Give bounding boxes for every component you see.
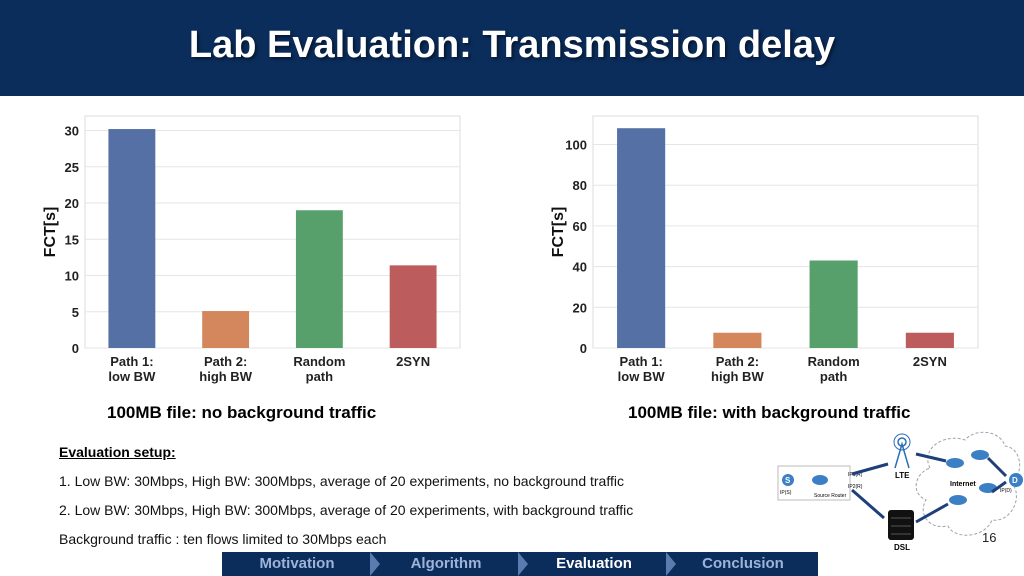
network-diagram: Internet LTE DSL S IP(S) Source Router I…	[777, 431, 1023, 552]
setup-line-3: Background traffic : ten flows limited t…	[59, 531, 387, 547]
bar	[389, 265, 437, 348]
destination-node-icon	[1009, 473, 1023, 487]
y-tick-label: 100	[565, 137, 587, 152]
bar	[202, 311, 250, 348]
nav-algorithm[interactable]: Algorithm	[410, 555, 482, 572]
bar	[809, 260, 858, 348]
y-tick-label: 0	[580, 341, 587, 356]
bar	[108, 129, 156, 348]
internet-cloud-icon	[915, 431, 1021, 536]
bar	[713, 332, 762, 348]
y-tick-label: 60	[573, 219, 587, 234]
ip2-label: IP2(R)	[848, 484, 863, 490]
chart-no-background: 0 5 10 15 20 25 30 FCT[s] Path 1:low BW Path 2:hi…	[42, 115, 461, 384]
path-arrows	[851, 452, 1008, 524]
x-tick-label: 2SYN	[913, 354, 947, 369]
nav-motivation[interactable]: Motivation	[259, 555, 335, 572]
title-bar: Lab Evaluation: Transmission delay	[0, 0, 1024, 96]
source-node-icon	[782, 474, 794, 486]
setup-title: Evaluation setup:	[59, 444, 176, 460]
x-tick-label: Path 2:	[204, 354, 247, 369]
x-tick-label: low BW	[108, 369, 156, 384]
setup-line-1: 1. Low BW: 30Mbps, High BW: 300Mbps, ave…	[59, 473, 624, 489]
chart-with-background: 0 20 40 60 80 100 FCT[s] Path 1:low BW Path 2:hi…	[550, 115, 979, 384]
y-tick-label: 10	[65, 269, 79, 284]
section-nav: Motivation Algorithm Evaluation Conclusi…	[0, 552, 1024, 576]
x-tick-label: 2SYN	[396, 354, 430, 369]
setup-line-2: 2. Low BW: 30Mbps, High BW: 300Mbps, ave…	[59, 502, 634, 518]
slide-title: Lab Evaluation: Transmission delay	[188, 24, 836, 66]
x-tick-label: Random	[808, 354, 860, 369]
x-tick-label: path	[306, 369, 334, 384]
nav-separator	[666, 552, 676, 576]
y-tick-label: 15	[65, 232, 79, 247]
bar	[617, 128, 666, 348]
bar	[295, 210, 343, 348]
x-tick-label: Random	[293, 354, 345, 369]
y-axis-label: FCT[s]	[42, 207, 59, 258]
internet-router-icon	[949, 495, 967, 505]
y-tick-label: 5	[72, 305, 79, 320]
bar	[905, 332, 954, 348]
nav-separator	[370, 552, 380, 576]
y-tick-label: 0	[72, 341, 79, 356]
lte-tower-icon	[893, 433, 911, 469]
nav-separator	[518, 552, 528, 576]
y-tick-label: 80	[573, 178, 587, 193]
x-tick-label: path	[820, 369, 848, 384]
x-tick-label: Path 1:	[619, 354, 662, 369]
y-tick-label: 25	[65, 160, 79, 175]
y-tick-label: 30	[65, 124, 79, 139]
internet-router-icon	[946, 458, 964, 468]
x-tick-label: low BW	[618, 369, 666, 384]
ip-d-label: IP(D)	[1000, 488, 1012, 494]
source-letter: S	[785, 476, 791, 485]
source-router-label: Source Router	[814, 493, 847, 499]
page-number: 16	[982, 530, 997, 545]
ip-s-label: IP(S)	[780, 490, 792, 496]
dsl-label: DSL	[894, 543, 910, 552]
destination-letter: D	[1012, 476, 1018, 485]
x-tick-label: high BW	[199, 369, 252, 384]
lte-label: LTE	[895, 471, 910, 480]
nav-conclusion[interactable]: Conclusion	[702, 555, 784, 572]
source-router-icon	[812, 475, 828, 485]
y-axis-label: FCT[s]	[550, 207, 567, 258]
x-tick-label: Path 2:	[716, 354, 759, 369]
nav-evaluation[interactable]: Evaluation	[556, 555, 632, 572]
y-tick-label: 20	[573, 300, 587, 315]
y-tick-label: 20	[65, 196, 79, 211]
internet-label: Internet	[950, 481, 976, 488]
internet-router-icon	[971, 450, 989, 460]
ip1-label: IP1(R)	[848, 472, 863, 478]
x-tick-label: Path 1:	[110, 354, 153, 369]
y-tick-label: 40	[573, 260, 587, 275]
caption-right: 100MB file: with background traffic	[628, 403, 911, 422]
caption-left: 100MB file: no background traffic	[107, 403, 377, 422]
section-nav-bar: Motivation Algorithm Evaluation Conclusi…	[222, 552, 818, 576]
x-tick-label: high BW	[711, 369, 764, 384]
dsl-server-icon	[888, 510, 914, 540]
